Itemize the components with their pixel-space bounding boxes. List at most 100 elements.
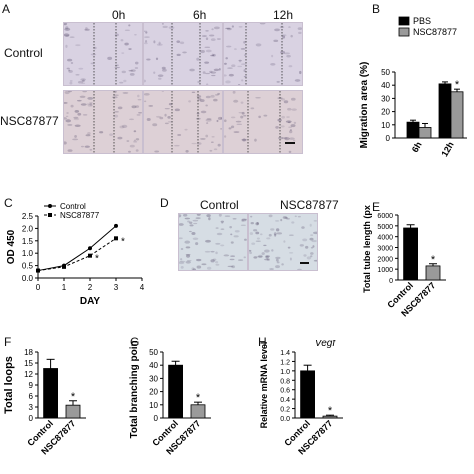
chart-b-y-tick-label: 40 xyxy=(381,81,390,90)
panel-label-h: H xyxy=(258,335,267,349)
chart-b-legend-swatch-1 xyxy=(398,27,410,37)
chart-g-significance: * xyxy=(196,392,201,404)
chart-h-y-tick-label: 0.8 xyxy=(280,378,290,385)
chart-b-x-tick-label: 6h xyxy=(410,140,424,154)
chart-b-legend-label-0: PBS xyxy=(413,16,431,26)
chart-h-y-tick-label: 1.4 xyxy=(280,350,290,357)
chart-e-bar-0 xyxy=(403,227,418,281)
col-label-6h: 6h xyxy=(193,8,207,22)
chart-b-significance: * xyxy=(455,79,460,91)
chart-e-y-tick-label: 1000 xyxy=(377,267,393,274)
chart-c-series-line-1 xyxy=(37,237,117,272)
micrograph-d-control xyxy=(178,213,248,271)
chart-b-migration-area: 0 10 20 30 40 50 Migration area (%) 6h * 12h PBSNS… xyxy=(359,16,467,158)
chart-g-y-tick-label: 50 xyxy=(149,348,158,357)
chart-e-tube-length: 0 1000 2000 3000 4000 5000 6000 Total tube leng… xyxy=(362,205,446,319)
chart-c-point xyxy=(114,236,118,241)
chart-h-vegf-mrna: Vegf 0.0 0.2 0.4 0.6 0.8 1.0 1.2 1.4 Relative mRN… xyxy=(259,340,343,457)
chart-h-y-tick-label: 0.2 xyxy=(280,407,290,414)
chart-e-y-tick-label: 2000 xyxy=(377,256,393,263)
chart-b-bar-6h-0 xyxy=(406,121,420,139)
chart-h-y-tick-label: 1.2 xyxy=(280,359,290,366)
chart-g-y-tick-label: 0 xyxy=(154,414,159,423)
chart-g-y-axis-label: Total branching points xyxy=(129,340,140,439)
chart-g-y-tick-label: 30 xyxy=(149,374,158,383)
micrograph-nsc87877-6h xyxy=(143,90,223,154)
chart-b-bar-12h-0 xyxy=(438,83,452,139)
micrograph-d-nsc87877 xyxy=(248,213,318,271)
chart-c-legend-label-0: Control xyxy=(60,202,86,211)
chart-b-y-tick-label: 50 xyxy=(381,68,390,77)
chart-f-bar-0 xyxy=(43,368,58,419)
chart-c-point xyxy=(36,268,40,273)
chart-h-y-axis-label: Relative mRNA level xyxy=(259,342,269,429)
chart-e-bar-1 xyxy=(425,265,441,281)
chart-g-bar-1 xyxy=(190,404,206,419)
chart-e-significance: * xyxy=(431,254,436,266)
chart-c-point xyxy=(114,223,118,228)
chart-c-y-tick-label: 0.5 xyxy=(22,262,34,271)
chart-c-significance: * xyxy=(121,236,125,247)
micrograph-nsc87877-0h xyxy=(63,90,143,154)
chart-f-bar-1 xyxy=(65,404,81,419)
chart-b-y-tick-label: 20 xyxy=(381,108,390,117)
scale-bar-d xyxy=(300,262,309,264)
chart-b-y-tick-label: 30 xyxy=(381,94,390,103)
chart-c-y-tick-label: 0.0 xyxy=(22,274,34,283)
chart-e-y-tick-label: 3000 xyxy=(377,246,393,253)
chart-h-y-tick-label: 0.0 xyxy=(280,416,290,423)
chart-c-legend-marker-0 xyxy=(48,204,52,208)
chart-b-x-tick-label: 12h xyxy=(439,140,455,158)
col-label-0h: 0h xyxy=(112,8,126,22)
chart-h-y-tick-label: 1.0 xyxy=(280,369,290,376)
chart-f-y-tick-label: 6 xyxy=(29,392,34,401)
chart-c-legend-label-1: NSC87877 xyxy=(60,211,100,220)
chart-c-y-tick-label: 2.5 xyxy=(22,212,34,221)
chart-g-y-tick-label: 40 xyxy=(149,361,158,370)
scale-bar-a xyxy=(285,142,295,144)
chart-c-y-axis-label: OD 450 xyxy=(6,229,17,264)
chart-b-bar-6h-1 xyxy=(418,127,432,139)
chart-b-bar-12h-1 xyxy=(450,91,464,139)
row-label-nsc87877: NSC87877 xyxy=(0,114,59,128)
chart-h-y-tick-label: 0.6 xyxy=(280,388,290,395)
chart-c-x-tick-label: 2 xyxy=(88,283,93,292)
col-label-12h: 12h xyxy=(273,8,294,22)
chart-e-y-tick-label: 4000 xyxy=(377,235,393,242)
chart-f-y-tick-label: 18 xyxy=(24,348,33,357)
chart-h-title: Vegf xyxy=(315,340,336,349)
chart-e-y-tick-label: 5000 xyxy=(377,224,393,231)
micrograph-nsc87877-12h xyxy=(223,90,303,154)
panel-label-g: G xyxy=(130,335,140,349)
chart-f-y-tick-label: 12 xyxy=(24,370,33,379)
chart-e-y-tick-label: 6000 xyxy=(377,213,393,220)
chart-f-y-tick-label: 3 xyxy=(29,403,34,412)
chart-f-y-tick-label: 0 xyxy=(29,414,34,423)
chart-b-y-axis-label: Migration area (%) xyxy=(359,62,370,149)
chart-b-y-tick-label: 10 xyxy=(381,121,390,130)
chart-c-x-tick-label: 0 xyxy=(36,283,41,292)
chart-c-y-tick-label: 1.5 xyxy=(22,237,34,246)
chart-f-y-tick-label: 9 xyxy=(29,381,34,390)
panel-label-e: E xyxy=(372,200,381,214)
chart-c-significance: * xyxy=(95,254,99,265)
chart-h-bar-0 xyxy=(300,370,315,419)
chart-c-y-tick-label: 1.0 xyxy=(22,249,34,258)
chart-b-legend-label-1: NSC87877 xyxy=(413,27,457,37)
chart-c-point xyxy=(88,246,92,251)
chart-c-x-tick-label: 1 xyxy=(62,283,67,292)
micrograph-control-6h xyxy=(143,22,223,86)
chart-e-y-axis-label: Total tube length (px) xyxy=(362,205,372,293)
chart-g-y-tick-label: 20 xyxy=(149,388,158,397)
d-col-label-nsc87877: NSC87877 xyxy=(280,198,339,212)
chart-f-y-tick-label: 15 xyxy=(24,359,33,368)
chart-c-x-tick-label: 4 xyxy=(140,283,145,292)
chart-f-significance: * xyxy=(71,391,76,403)
chart-h-y-tick-label: 0.4 xyxy=(280,397,290,404)
chart-f-y-axis-label: Total loops xyxy=(3,356,15,414)
chart-c-x-tick-label: 3 xyxy=(114,283,119,292)
chart-c-proliferation: 0.0 0.5 1.0 1.5 2.0 2.5 OD 450 0 1 2 3 4 DAY Control *… xyxy=(6,202,145,307)
panel-label-a: A xyxy=(2,2,11,16)
panel-label-c: C xyxy=(4,196,13,210)
